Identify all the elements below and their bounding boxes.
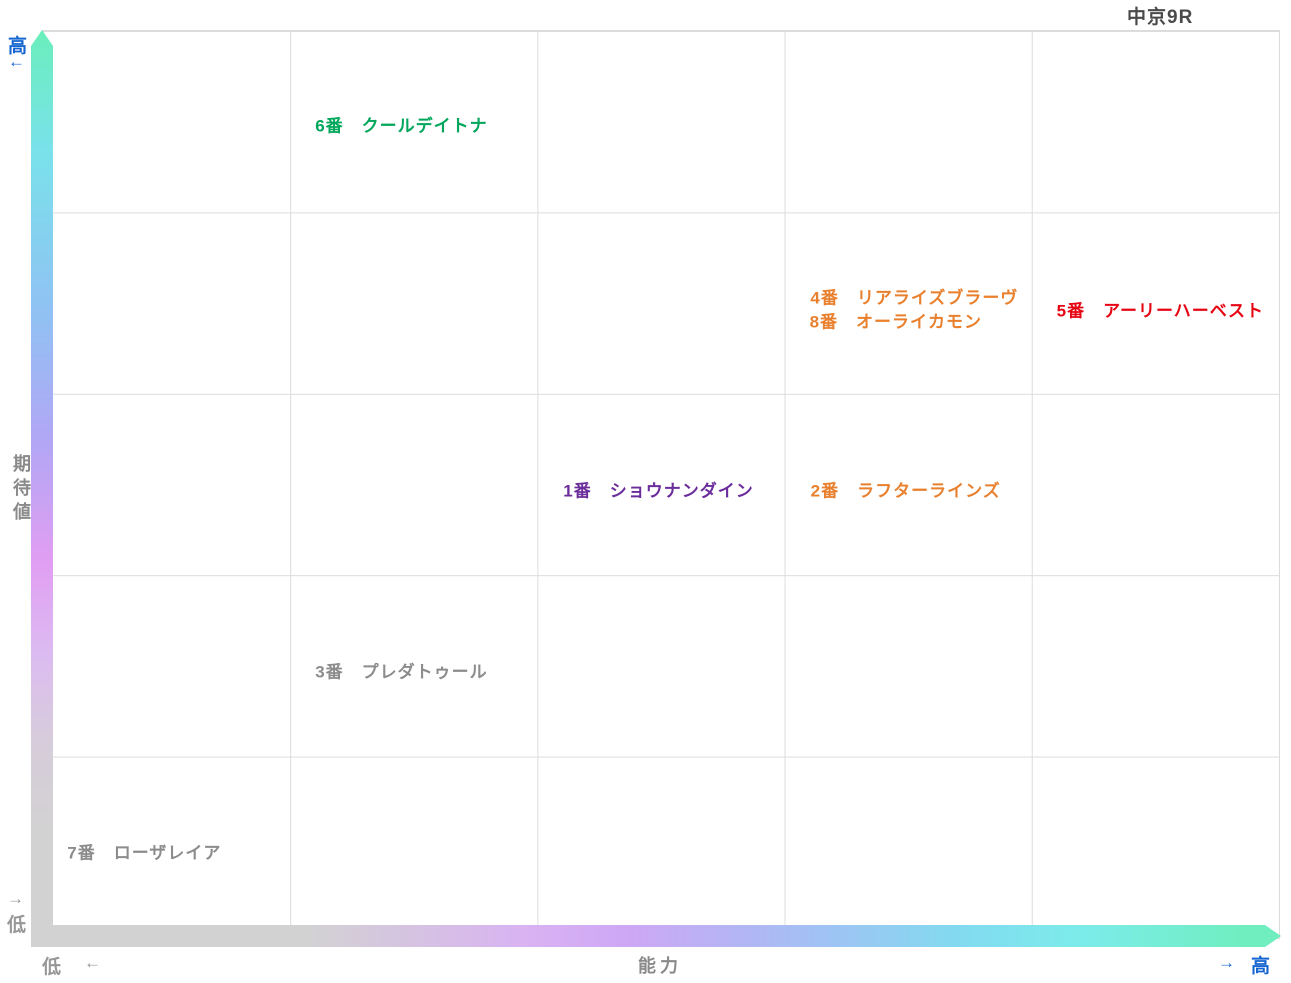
horse-label-7番: 7番 ローザレイア: [67, 843, 222, 863]
y-axis-title-char-2: 待: [13, 478, 31, 498]
y-axis-title-char-1: 期: [13, 454, 31, 474]
horse-label-5番: 5番 アーリーハーベスト: [1056, 301, 1265, 321]
horse-label-6番: 6番 クールデイトナ: [315, 116, 488, 136]
plot-area: 6番 クールデイトナ 4番 リアライズブラーヴ 8番 オーライカモン 5番 アーリーハ…: [42, 30, 1280, 939]
y-axis-low-label: 低: [7, 915, 27, 936]
horse-label-2番: 2番 ラフターラインズ: [810, 481, 1001, 501]
y-axis-high-label: 高: [8, 36, 28, 57]
x-axis-low-label: 低: [42, 957, 62, 978]
horse-label-1番: 1番 ショウナンダイン: [563, 481, 754, 501]
y-axis-title-char-3: 値: [13, 502, 31, 522]
x-axis-gradient-bar: [31, 925, 1281, 947]
y-axis-high-arrow-icon: ←: [8, 52, 25, 71]
horse-label-4番: 4番 リアライズブラーヴ: [810, 288, 1019, 308]
x-axis-title: 能力: [638, 956, 682, 976]
y-axis-title: 期 待 値: [13, 452, 31, 524]
y-axis-low-arrow-icon: →: [7, 889, 24, 908]
y-axis-gradient-bar: [31, 30, 53, 947]
horse-label-3番: 3番 プレダトゥール: [315, 662, 488, 682]
x-axis-low-arrow-icon: ←: [84, 953, 101, 972]
x-axis-high-arrow-icon: →: [1218, 953, 1235, 972]
x-axis-high-label: 高: [1251, 956, 1271, 977]
chart-title: 中京9R: [1127, 7, 1194, 28]
horse-label-8番: 8番 オーライカモン: [809, 312, 983, 332]
